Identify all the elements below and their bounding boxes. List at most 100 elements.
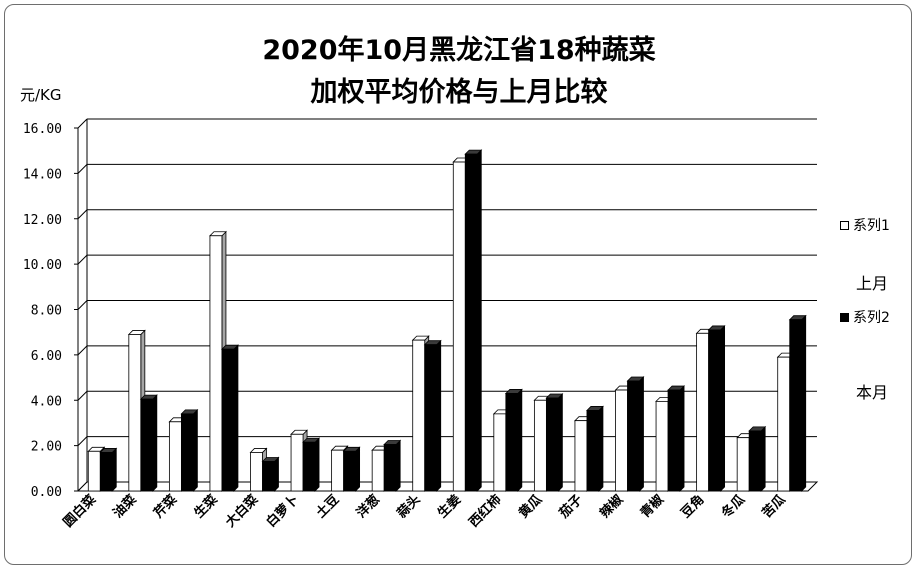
gridline-side (77, 164, 88, 174)
x-tick-label: 青椒 (637, 492, 667, 522)
y-tick-label: 6.00 (31, 349, 62, 364)
bar-series2-side (192, 408, 198, 492)
y-tick-label: 14.00 (23, 167, 62, 182)
y-tick-label: 16.00 (23, 122, 62, 137)
x-tick-label: 辣椒 (597, 492, 627, 522)
x-tick-label: 苦瓜 (759, 492, 789, 522)
bar-series1 (452, 161, 466, 492)
bar-series2-side (111, 447, 117, 492)
bar-series1 (250, 452, 263, 492)
bar-series1 (574, 420, 588, 492)
bar-series2 (545, 397, 559, 492)
bar-series2 (383, 444, 397, 492)
bar-series2-side (233, 344, 239, 492)
bar-series2 (505, 393, 519, 492)
legend-item-series2: 系列2 (840, 307, 890, 327)
bar-series2-side (355, 446, 361, 492)
y-tick-label: 8.00 (31, 304, 62, 319)
bar-series1 (493, 413, 507, 492)
bar-series2 (99, 452, 113, 492)
bar-series2-side (801, 314, 807, 492)
bar-series2-side (476, 149, 482, 492)
legend-swatch-series2 (840, 312, 849, 322)
bar-series2-side (557, 393, 563, 492)
x-tick-label: 洋葱 (353, 492, 383, 522)
bar-series1 (290, 433, 304, 492)
bar-series2-side (436, 339, 442, 492)
bar-series2 (343, 450, 357, 492)
x-tick-label: 油菜 (110, 492, 140, 522)
bar-series2-side (639, 375, 644, 492)
legend-note-last-month: 上月 (856, 274, 889, 293)
gridline-side (77, 436, 88, 446)
bar-series1 (412, 339, 426, 492)
x-tick-label: 蒜头 (394, 492, 424, 522)
bar-series2 (627, 380, 640, 492)
bar-series2-side (720, 324, 726, 492)
x-tick-label: 生姜 (434, 492, 464, 522)
gridline-side (77, 118, 88, 129)
bar-series1 (615, 389, 628, 492)
gridline-side (77, 300, 88, 310)
bar-series2 (789, 319, 803, 492)
bar-series2-side (598, 405, 604, 492)
bar-series2 (302, 441, 316, 492)
bar-series1 (168, 421, 182, 492)
bar-series2 (586, 410, 600, 492)
x-tick-label: 西红柿 (466, 492, 505, 531)
bar-series1 (696, 332, 710, 492)
x-tick-label: 茄子 (555, 492, 585, 522)
gridline-side (77, 345, 88, 356)
bar-series1 (371, 449, 385, 492)
legend-note-this-month: 本月 (856, 383, 889, 402)
bar-series2-side (395, 439, 401, 492)
x-tick-label: 豆角 (678, 492, 708, 522)
x-tick-label: 芹菜 (151, 492, 181, 522)
gridline-side (77, 209, 88, 220)
bar-series2 (180, 413, 194, 492)
bar-series2 (708, 329, 722, 492)
bar-series2-side (274, 456, 279, 492)
bar-series1 (736, 437, 750, 492)
x-tick-label: 土豆 (313, 492, 343, 522)
x-tick-label: 白萝卜 (263, 492, 302, 531)
bar-series1 (777, 356, 791, 492)
bar-series2 (262, 461, 275, 492)
legend-label-series1: 系列1 (853, 218, 890, 234)
bar-series2-side (679, 385, 685, 492)
x-tick-label: 大白菜 (222, 492, 261, 531)
chart-title-line2: 加权平均价格与上月比较 (310, 77, 608, 108)
gridline-side (77, 254, 88, 265)
y-tick-label: 12.00 (23, 213, 62, 228)
legend-label-series2: 系列2 (853, 310, 890, 326)
bar-series2-side (517, 388, 523, 492)
bar-series2-side (314, 437, 320, 492)
bar-series1 (128, 334, 142, 492)
bar-series2-side (760, 425, 766, 492)
bar-series2 (464, 153, 478, 492)
bar-series1 (87, 450, 101, 492)
y-tick-label: 0.00 (31, 485, 62, 500)
bar-series1 (655, 400, 669, 492)
y-tick-label: 10.00 (23, 258, 62, 273)
x-tick-label: 生菜 (191, 492, 221, 522)
legend-item-series1: 系列1 (840, 215, 890, 235)
legend-swatch-series1 (840, 220, 849, 230)
bar-series2 (424, 344, 438, 492)
bar-series2 (667, 389, 681, 492)
bar-series2 (221, 348, 235, 492)
bar-series2-side (152, 394, 158, 492)
bar-series1 (533, 399, 547, 492)
bar-series1 (331, 449, 345, 492)
gridline-side (77, 390, 88, 401)
bar-series2 (140, 398, 154, 492)
y-axis-unit-label: 元/KG (20, 86, 62, 104)
chart-title-line1: 2020年10月黑龙江省18种蔬菜 (262, 35, 656, 66)
y-tick-label: 4.00 (31, 394, 62, 409)
x-tick-label: 圆白菜 (60, 492, 99, 531)
bar-series2 (748, 430, 762, 492)
x-tick-label: 黄瓜 (516, 492, 546, 522)
bar-series1 (209, 235, 223, 492)
x-tick-label: 冬瓜 (718, 492, 748, 522)
